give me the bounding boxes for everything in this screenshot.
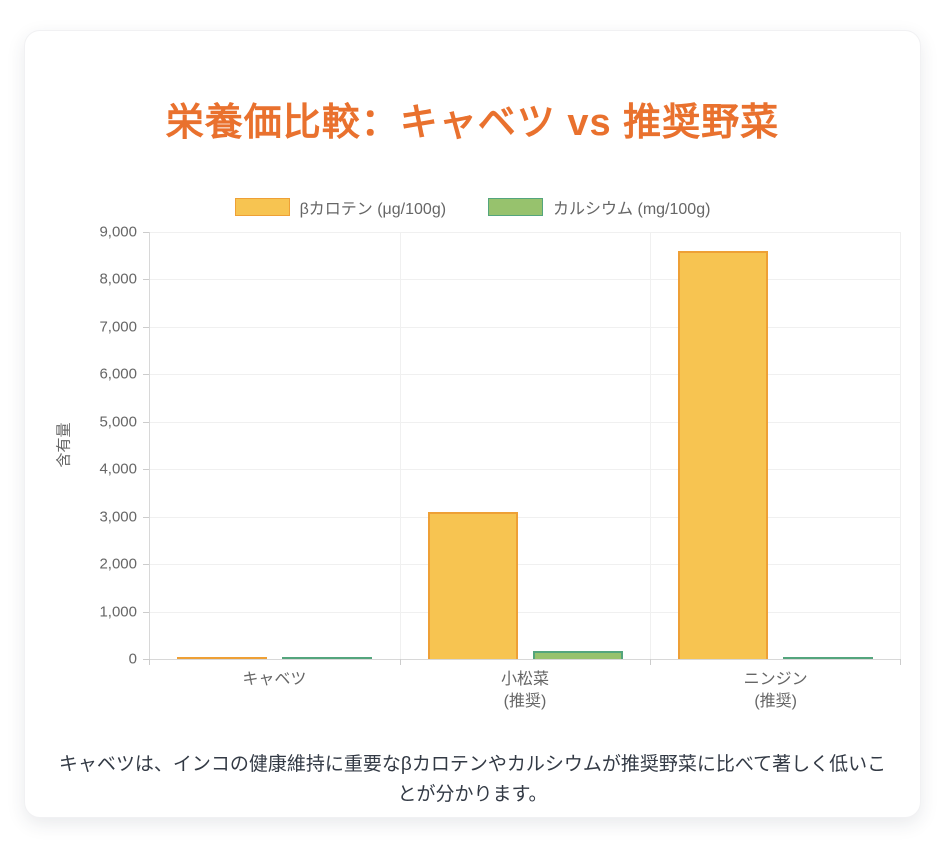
gridline	[149, 516, 901, 518]
y-tick-label: 7,000	[99, 318, 137, 336]
gridline	[149, 374, 901, 376]
y-tick-label: 5,000	[99, 413, 137, 431]
legend-swatch-icon	[234, 198, 290, 216]
y-tick-label: 8,000	[99, 270, 137, 288]
legend-label: βカロテン (μg/100g)	[299, 201, 447, 218]
bar-beta-carotene-1[interactable]	[427, 511, 518, 659]
y-tick-label: 9,000	[99, 223, 137, 241]
gridline	[149, 659, 901, 660]
y-tick-mark	[143, 611, 149, 613]
y-tick-mark	[143, 279, 149, 281]
gridline	[149, 564, 901, 566]
gridline	[149, 232, 150, 659]
y-tick-label: 6,000	[99, 365, 137, 383]
y-tick-label: 1,000	[99, 603, 137, 621]
y-tick-label: 0	[128, 650, 137, 668]
chart-caption: キャベツは、インコの健康維持に重要なβカロテンやカルシウムが推奨野菜に比べて著し…	[58, 754, 887, 805]
bar-beta-carotene-2[interactable]	[678, 250, 769, 659]
bar-calcium-1[interactable]	[532, 650, 623, 659]
x-tick-mark	[149, 659, 150, 665]
bar-beta-carotene-0[interactable]	[176, 656, 267, 659]
chart-card: 栄養価比較：キャベツ vs 推奨野菜 βカロテン (μg/100g) カルシウム …	[24, 30, 921, 818]
legend-item-0[interactable]: βカロテン (μg/100g)	[234, 195, 447, 219]
gridline	[149, 326, 901, 328]
legend-swatch-icon	[488, 198, 544, 216]
legend-item-1[interactable]: カルシウム (mg/100g)	[488, 195, 710, 219]
bar-calcium-0[interactable]	[281, 656, 372, 659]
gridline	[900, 232, 901, 659]
y-tick-mark	[143, 421, 149, 423]
bar-calcium-2[interactable]	[783, 657, 874, 659]
x-category-label: ニンジン (推奨)	[743, 671, 808, 710]
gridline	[149, 469, 901, 471]
y-tick-mark	[143, 659, 149, 660]
y-tick-label: 3,000	[99, 508, 137, 526]
chart-legend: βカロテン (μg/100g) カルシウム (mg/100g)	[25, 195, 920, 219]
chart-title: 栄養価比較：キャベツ vs 推奨野菜	[165, 102, 780, 144]
x-category-label: 小松菜 (推奨)	[500, 671, 549, 710]
x-category-label: キャベツ	[242, 671, 307, 688]
x-tick-mark	[399, 659, 401, 665]
x-tick-mark	[650, 659, 652, 665]
gridline	[149, 279, 901, 281]
legend-label: カルシウム (mg/100g)	[553, 201, 711, 218]
y-tick-mark	[143, 374, 149, 376]
y-tick-mark	[143, 564, 149, 566]
y-tick-mark	[143, 326, 149, 328]
chart-area: 含有量 0 1,000 2,000 3,000 4,000 5,000 6,000 7,000…	[25, 224, 922, 724]
x-tick-mark	[900, 659, 901, 665]
y-tick-mark	[143, 232, 149, 233]
y-tick-label: 4,000	[99, 460, 137, 478]
gridline	[650, 232, 652, 659]
gridline	[149, 232, 901, 233]
y-tick-mark	[143, 469, 149, 471]
plot-area: 0 1,000 2,000 3,000 4,000 5,000 6,000 7,000 8,00…	[99, 224, 901, 710]
gridline	[149, 421, 901, 423]
y-tick-mark	[143, 516, 149, 518]
gridline	[399, 232, 401, 659]
gridline	[149, 611, 901, 613]
y-tick-label: 2,000	[99, 555, 137, 573]
